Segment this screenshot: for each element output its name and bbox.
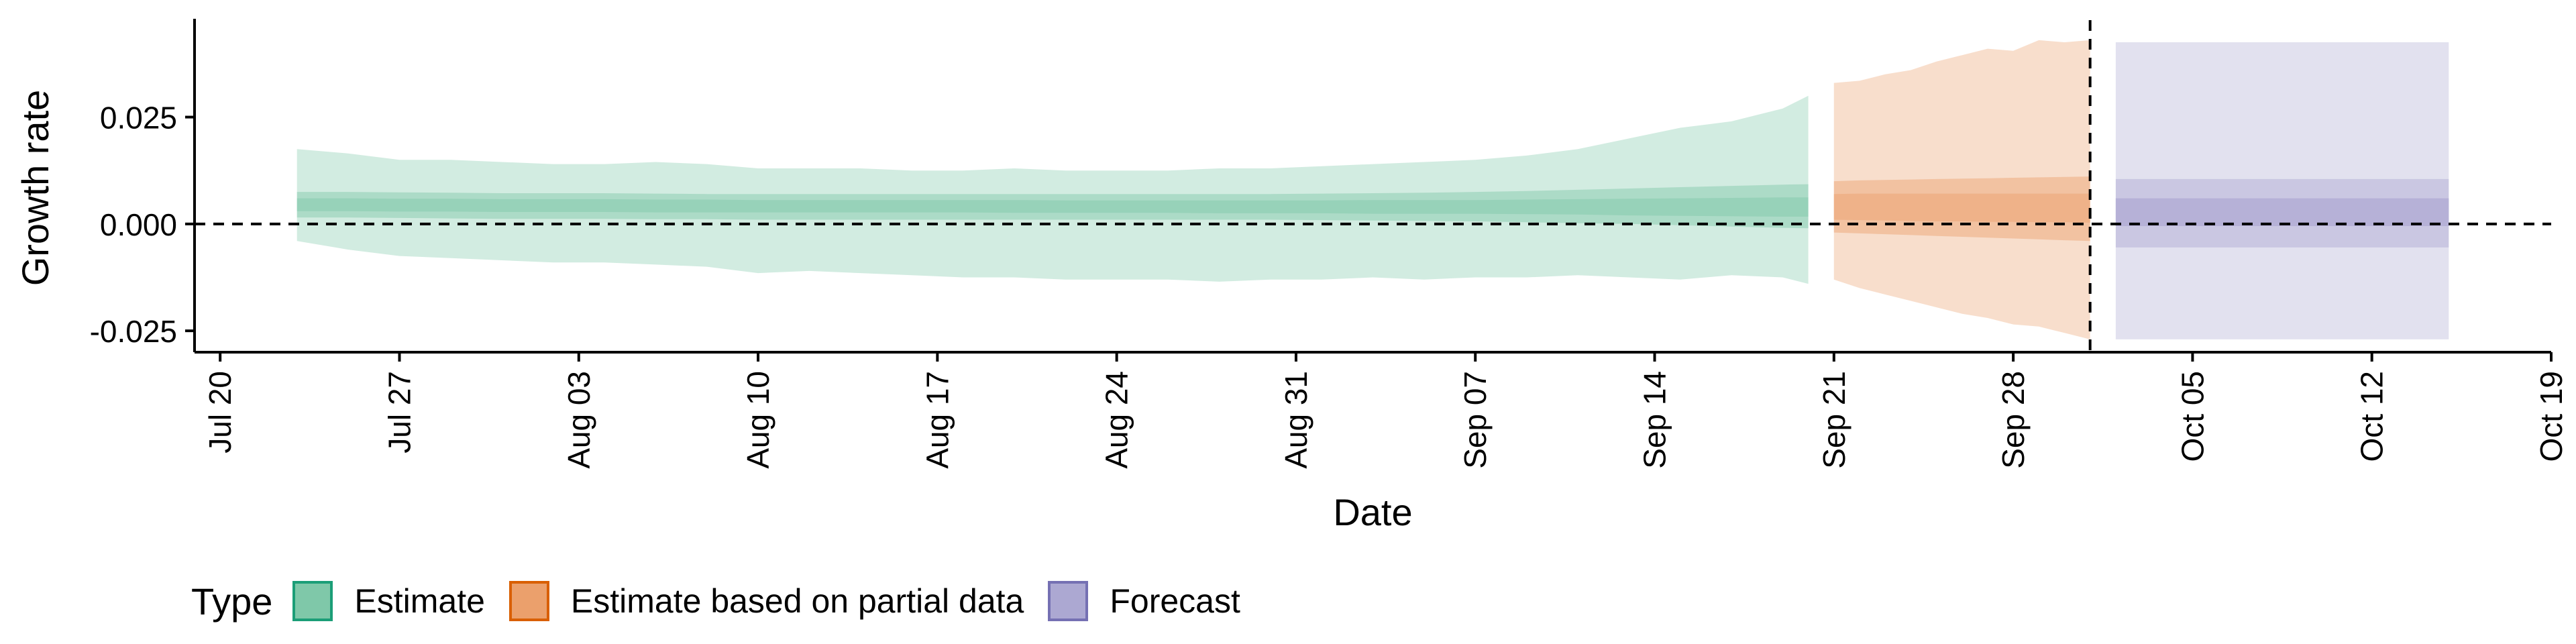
legend-item-partial: Estimate based on partial data <box>508 581 1024 621</box>
series-2-band-outer <box>2115 178 2449 248</box>
legend-key-forecast <box>1048 581 1089 621</box>
x-tick-label: Aug 03 <box>561 371 596 469</box>
x-tick-label: Oct 19 <box>2534 371 2569 462</box>
series-0-band-20 <box>297 197 1809 217</box>
legend-key-estimate <box>292 581 333 621</box>
series-2-group <box>2115 42 2449 339</box>
series-1-group <box>1833 40 2090 339</box>
series-2-band-90 <box>2115 42 2449 339</box>
legend-title: Type <box>191 580 273 623</box>
y-tick-label: 0.025 <box>100 101 177 136</box>
x-tick-label: Aug 10 <box>741 371 775 469</box>
uncertainty-bands <box>297 40 2449 339</box>
series-1-band-90 <box>1833 40 2090 339</box>
legend-label-partial: Estimate based on partial data <box>570 582 1024 620</box>
legend-label-forecast: Forecast <box>1110 582 1240 620</box>
x-tick-label: Oct 05 <box>2175 371 2210 462</box>
y-axis-label: Growth rate <box>14 90 56 286</box>
legend-key-partial <box>508 581 549 621</box>
legend-item-estimate: Estimate <box>292 581 485 621</box>
x-tick-label: Sep 21 <box>1817 371 1851 469</box>
x-tick-label: Aug 17 <box>920 371 955 469</box>
axes: 0.025 0.000 -0.025 Jul 20 Jul 27 Aug 03 Aug 10… <box>90 19 2569 469</box>
series-0-band-50 <box>297 184 1809 229</box>
y-tick-label: 0.000 <box>100 207 177 242</box>
x-tick-label: Jul 20 <box>203 371 237 453</box>
legend: Type Estimate Estimate based on partial … <box>191 574 1265 628</box>
legend-item-forecast: Forecast <box>1048 581 1240 621</box>
x-tick-label: Sep 14 <box>1638 371 1672 469</box>
x-tick-label: Jul 27 <box>382 371 417 453</box>
series-1-band-20 <box>1833 193 2090 223</box>
reference-lines <box>195 20 2551 352</box>
legend-label-estimate: Estimate <box>354 582 485 620</box>
x-tick-label: Aug 24 <box>1099 371 1134 469</box>
x-tick-label: Sep 28 <box>1996 371 2031 469</box>
x-tick-label: Sep 07 <box>1458 371 1493 469</box>
series-2-band-50 <box>2115 198 2449 226</box>
series-0-band-90 <box>297 95 1809 284</box>
x-axis-label: Date <box>1333 491 1412 533</box>
series-2-band-20 <box>2115 198 2449 226</box>
y-tick-label: -0.025 <box>90 314 177 349</box>
x-tick-label: Aug 31 <box>1279 371 1313 469</box>
x-tick-label: Oct 12 <box>2355 371 2390 462</box>
series-0-group <box>297 95 1809 284</box>
